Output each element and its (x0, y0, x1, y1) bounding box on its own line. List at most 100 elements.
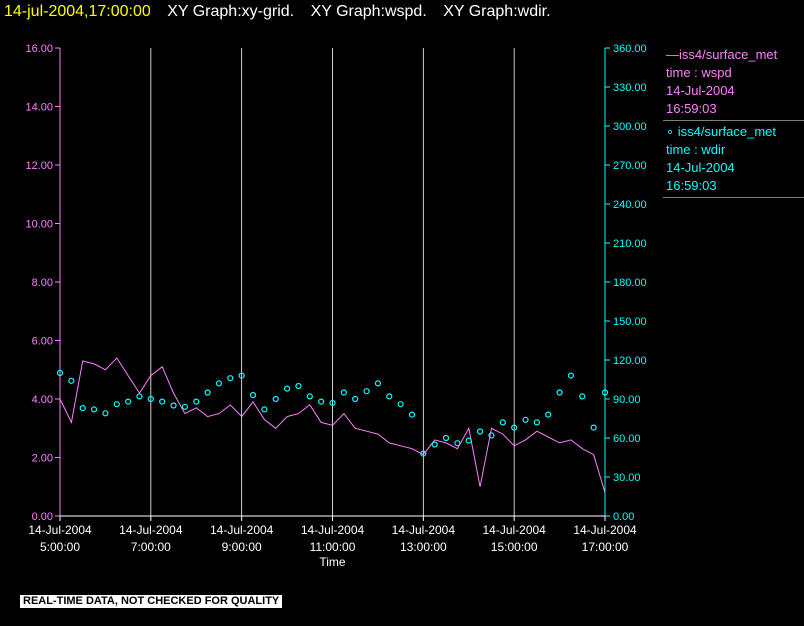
legend-wdir-date: 14-Jul-2004 (666, 160, 735, 175)
x-tick-date-5: 14-Jul-2004 (482, 523, 546, 537)
y-right-tick-label-4: 120.00 (613, 355, 647, 367)
series-wdir-point (477, 428, 484, 435)
legend-wdir-var: time : wdir (666, 142, 726, 157)
y-right-tick-label-7: 210.00 (613, 238, 647, 250)
series-wdir-point (102, 410, 109, 417)
legend-wspd-label: —iss4/surface_met (666, 47, 778, 62)
y-right-tick-label-5: 150.00 (613, 316, 647, 328)
series-wspd-line (59, 357, 606, 493)
header-graph-wspd: XY Graph:wspd. (310, 3, 427, 20)
series-wdir-point (363, 388, 370, 395)
series-wdir-point (499, 419, 506, 426)
x-tick-date-2: 14-Jul-2004 (210, 523, 274, 537)
series-wdir-point (431, 441, 438, 448)
x-tick-time-0: 5:00:00 (40, 540, 80, 554)
quality-warning: REAL-TIME DATA, NOT CHECKED FOR QUALITY (20, 595, 283, 608)
y-left-tick-label-5: 10.00 (25, 219, 53, 231)
legend-wdir-label: ∘ iss4/surface_met (666, 124, 777, 139)
series-wdir-point (170, 402, 177, 409)
y-right-tick-label-6: 180.00 (613, 277, 647, 289)
series-wdir-point (556, 389, 563, 396)
series-wdir-point (318, 398, 325, 405)
x-tick-time-6: 17:00:00 (582, 540, 629, 554)
x-axis-label: Time (319, 555, 346, 569)
y-right-tick-label-2: 60.00 (613, 433, 641, 445)
legend-wspd-date: 14-Jul-2004 (666, 83, 735, 98)
series-wdir-point (56, 369, 64, 377)
series-wdir-point (125, 398, 132, 405)
series-wdir-point (147, 395, 154, 403)
y-left-tick-label-1: 2.00 (32, 453, 53, 465)
y-right-tick-label-12: 360.00 (613, 43, 647, 55)
series-wdir-point (408, 411, 416, 418)
x-tick-date-1: 14-Jul-2004 (119, 523, 183, 537)
series-wdir-point (442, 434, 450, 442)
legend: —iss4/surface_met time : wspd 14-Jul-200… (663, 44, 804, 198)
series-wdir-point (90, 406, 98, 413)
series-wdir-point (511, 424, 518, 431)
series-wdir-point (386, 393, 393, 400)
series-wdir-point (215, 380, 223, 387)
y-left-tick-label-2: 4.00 (32, 394, 53, 406)
series-wdir-point (601, 389, 609, 396)
x-tick-time-1: 7:00:00 (131, 540, 171, 554)
y-right-tick-label-1: 30.00 (613, 472, 641, 484)
legend-entry-wspd[interactable]: —iss4/surface_met time : wspd 14-Jul-200… (663, 44, 804, 121)
y-right-tick-label-3: 90.00 (613, 394, 641, 406)
x-tick-time-5: 15:00:00 (491, 540, 538, 554)
series-wdir-point (522, 416, 529, 423)
series-wdir-point (420, 450, 427, 457)
y-left-tick-label-7: 14.00 (25, 102, 53, 114)
header-graph-wdir: XY Graph:wdir. (443, 3, 551, 20)
header-timestamp: 14-jul-2004,17:00:00 (4, 3, 151, 20)
series-wdir-point (238, 372, 245, 379)
y-left-tick-label-4: 8.00 (32, 277, 53, 289)
series-wdir-point (283, 385, 291, 392)
y-left-tick-label-3: 6.00 (32, 336, 53, 348)
y-right-tick-label-0: 0.00 (613, 511, 634, 523)
y-left-tick-label-6: 12.00 (25, 160, 53, 172)
series-wdir-point (340, 389, 347, 396)
series-wdir-point (227, 375, 234, 382)
x-tick-date-4: 14-Jul-2004 (392, 523, 456, 537)
series-wdir-point (579, 393, 586, 400)
series-wdir-point (272, 395, 279, 403)
legend-entry-wdir[interactable]: ∘ iss4/surface_met time : wdir 14-Jul-20… (663, 121, 804, 198)
x-tick-date-6: 14-Jul-2004 (573, 523, 637, 537)
series-wdir-point (193, 398, 200, 405)
series-wdir-point (488, 432, 495, 439)
series-wdir-point (352, 395, 359, 403)
series-wdir-point (79, 405, 86, 412)
series-wdir-point (545, 411, 552, 418)
series-wdir-point (533, 419, 540, 426)
series-wdir-point (68, 377, 75, 384)
y-right-tick-label-8: 240.00 (613, 199, 647, 211)
window-header: 14-jul-2004,17:00:00 XY Graph:xy-grid. X… (0, 0, 551, 26)
series-wdir-point (159, 398, 166, 405)
series-wdir-point (113, 401, 120, 408)
series-wdir-point (374, 380, 382, 387)
series-wdir-point (329, 399, 336, 406)
y-left-tick-label-8: 16.00 (25, 43, 53, 55)
y-right-tick-label-10: 300.00 (613, 121, 647, 133)
series-wdir-point (136, 393, 143, 400)
series-wdir-point (261, 406, 268, 413)
y-right-tick-label-9: 270.00 (613, 160, 647, 172)
series-wdir-point (454, 440, 461, 447)
header-graph-xy-grid: XY Graph:xy-grid. (167, 3, 295, 20)
x-tick-time-3: 11:00:00 (310, 540, 356, 554)
y-left-tick-label-0: 0.00 (32, 511, 53, 523)
legend-wspd-var: time : wspd (666, 65, 732, 80)
y-right-tick-label-11: 330.00 (613, 82, 647, 94)
series-wdir-point (465, 437, 472, 444)
series-wdir-point (397, 401, 404, 408)
legend-wdir-time: 16:59:03 (666, 178, 717, 193)
series-wdir-point (306, 393, 313, 400)
series-wdir-point (249, 392, 257, 399)
series-wdir-point (590, 424, 597, 431)
x-tick-time-4: 13:00:00 (400, 540, 447, 554)
series-wdir-point (567, 372, 575, 379)
series-wdir-point (204, 389, 211, 396)
x-tick-time-2: 9:00:00 (222, 540, 262, 554)
